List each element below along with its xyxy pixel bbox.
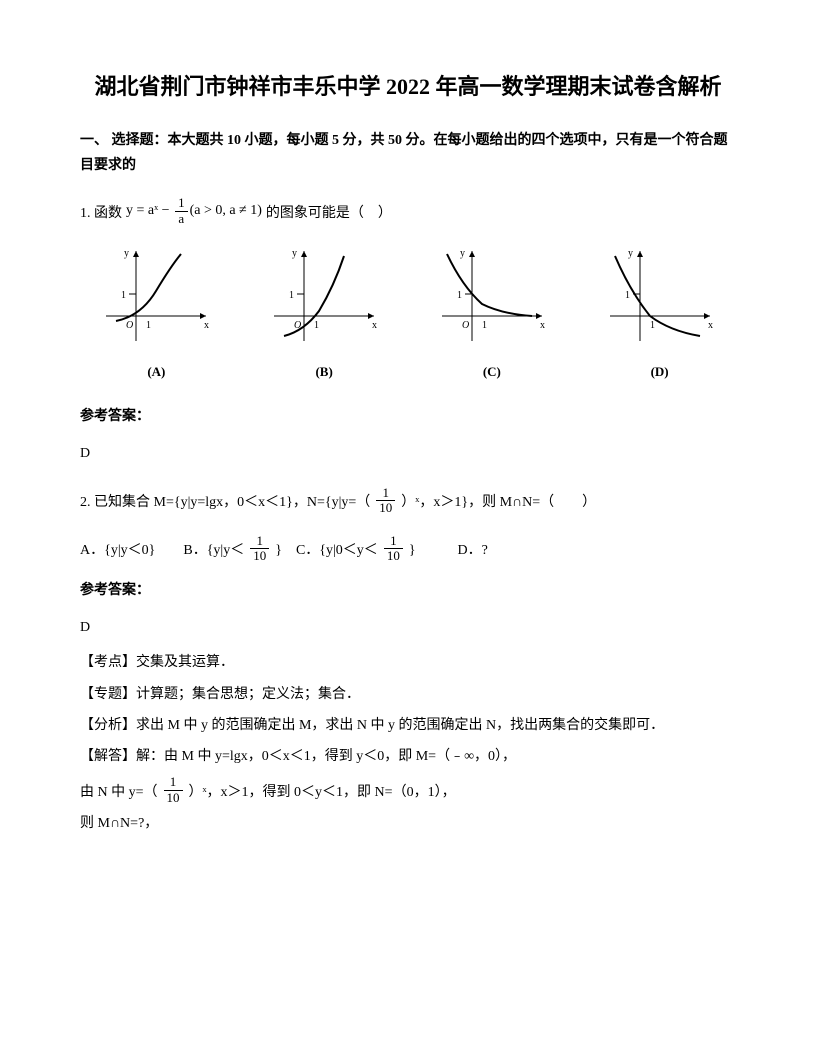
svg-text:1: 1: [121, 290, 126, 301]
q1-answer: D: [80, 441, 736, 466]
denominator: 10: [376, 501, 395, 515]
svg-text:1: 1: [625, 290, 630, 301]
graph-b: x y O 1 1 (B): [248, 246, 401, 384]
svg-text:1: 1: [482, 320, 487, 331]
fraction-3: 110: [250, 534, 269, 564]
svg-text:O: O: [462, 320, 469, 331]
svg-text:y: y: [460, 248, 465, 259]
label-d: (D): [583, 360, 736, 383]
svg-text:x: x: [372, 320, 377, 331]
svg-text:x: x: [204, 320, 209, 331]
fraction-5: 110: [164, 775, 183, 805]
numerator: 1: [384, 534, 403, 549]
opt-b-suffix: } C．{y|0＜y＜: [275, 538, 378, 563]
question-2: 2. 已知集合 M={y|y=lgx，0＜x＜1}，N={y|y=（110）ˣ，…: [80, 486, 736, 563]
denominator: 10: [250, 549, 269, 563]
formula-text: y = aˣ −: [126, 203, 173, 218]
label-c: (C): [416, 360, 569, 383]
numerator: 1: [250, 534, 269, 549]
graph-a: x y O 1 1 (A): [80, 246, 233, 384]
denominator: 10: [164, 791, 183, 805]
denominator: 10: [384, 549, 403, 563]
graph-options: x y O 1 1 (A) x y O 1 1 (B): [80, 246, 736, 384]
svg-text:1: 1: [457, 290, 462, 301]
analysis-subject: 【专题】计算题；集合思想；定义法；集合．: [80, 682, 736, 707]
fraction-2: 110: [376, 486, 395, 516]
analysis-analyze: 【分析】求出 M 中 y 的范围确定出 M，求出 N 中 y 的范围确定出 N，…: [80, 713, 736, 738]
svg-text:1: 1: [314, 320, 319, 331]
svg-text:O: O: [126, 320, 133, 331]
question-1: 1. 函数 y = aˣ − 1a(a > 0, a ≠ 1) 的图象可能是（ …: [80, 196, 736, 226]
q2-text-1: 2. 已知集合 M={y|y=lgx，0＜x＜1}，N={y|y=（: [80, 490, 370, 515]
q1-prefix: 1. 函数: [80, 201, 122, 226]
analysis-topic: 【考点】交集及其运算．: [80, 650, 736, 675]
svg-text:1: 1: [650, 320, 655, 331]
svg-text:y: y: [292, 248, 297, 259]
analysis-solve2: 由 N 中 y=（ 110 ）ˣ，x＞1，得到 0＜y＜1，即 N=（0，1），: [80, 775, 736, 805]
label-a: (A): [80, 360, 233, 383]
svg-text:y: y: [124, 248, 129, 259]
answer-header-2: 参考答案：: [80, 578, 736, 603]
opt-ab: A．{y|y＜0} B．{y|y＜: [80, 538, 244, 563]
svg-text:y: y: [628, 248, 633, 259]
q2-answer: D: [80, 615, 736, 640]
svg-text:x: x: [708, 320, 713, 331]
formula-condition: (a > 0, a ≠ 1): [190, 203, 262, 218]
svg-text:1: 1: [146, 320, 151, 331]
section-header: 一、 选择题：本大题共 10 小题，每小题 5 分，共 50 分。在每小题给出的…: [80, 128, 736, 178]
q2-options: A．{y|y＜0} B．{y|y＜110} C．{y|0＜y＜110} D．?: [80, 534, 736, 564]
fraction: 1a: [175, 196, 188, 226]
analysis-solve1: 【解答】解：由 M 中 y=lgx，0＜x＜1，得到 y＜0，即 M=（﹣∞，0…: [80, 744, 736, 769]
q1-suffix: 的图象可能是（ ）: [266, 201, 392, 226]
numerator: 1: [164, 775, 183, 790]
page-title: 湖北省荆门市钟祥市丰乐中学 2022 年高一数学理期末试卷含解析: [80, 70, 736, 103]
analysis-solve3: 则 M∩N=?，: [80, 811, 736, 836]
fraction-4: 110: [384, 534, 403, 564]
svg-text:1: 1: [289, 290, 294, 301]
graph-c: x y O 1 1 (C): [416, 246, 569, 384]
solve2-p2: ）ˣ，x＞1，得到 0＜y＜1，即 N=（0，1），: [189, 780, 456, 805]
denominator: a: [175, 212, 188, 226]
label-b: (B): [248, 360, 401, 383]
solve2-p1: 由 N 中 y=（: [80, 780, 158, 805]
q2-text-2: ）ˣ，x＞1}，则 M∩N=（ ）: [401, 490, 596, 515]
q1-formula: y = aˣ − 1a(a > 0, a ≠ 1): [126, 196, 262, 226]
graph-d: x y 1 1 (D): [583, 246, 736, 384]
opt-c-suffix: } D．?: [409, 538, 488, 563]
numerator: 1: [175, 196, 188, 211]
svg-text:x: x: [540, 320, 545, 331]
numerator: 1: [376, 486, 395, 501]
answer-header-1: 参考答案：: [80, 404, 736, 429]
